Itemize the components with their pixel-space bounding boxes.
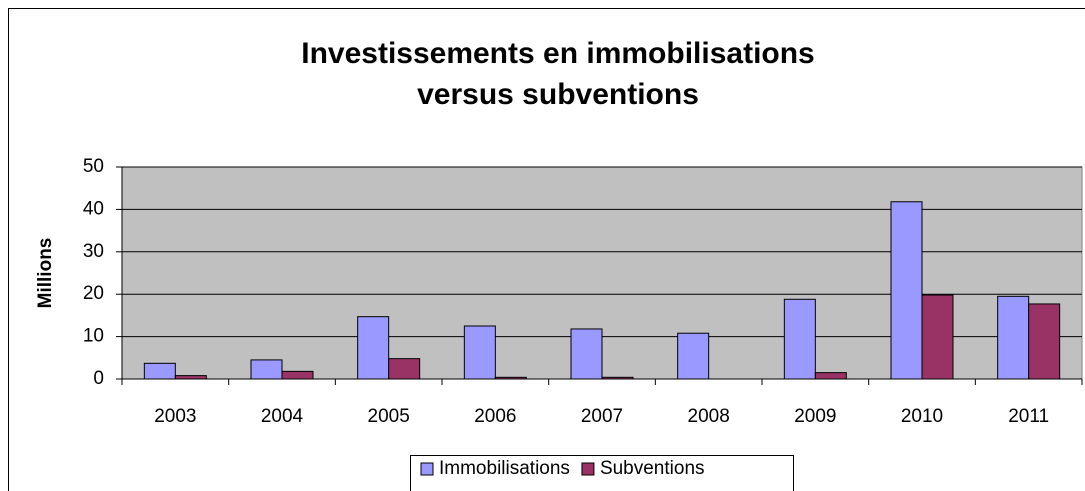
bar xyxy=(463,325,496,380)
x-tick-label: 2004 xyxy=(261,406,304,427)
x-tick-label: 2006 xyxy=(474,406,516,427)
bar xyxy=(143,362,176,380)
legend-box xyxy=(410,455,794,491)
x-tick-label: 2008 xyxy=(688,406,730,427)
bar xyxy=(997,295,1030,380)
y-tick-label: 50 xyxy=(83,156,104,177)
y-tick-label: 20 xyxy=(83,283,104,304)
y-axis-label: Millions xyxy=(35,238,56,309)
legend-swatch xyxy=(420,462,434,476)
x-tick-label: 2011 xyxy=(1008,406,1049,427)
chart-title: Investissements en immobilisations xyxy=(301,37,815,70)
bar xyxy=(677,332,710,380)
bar xyxy=(783,298,816,380)
y-tick-label: 10 xyxy=(83,326,104,347)
bar xyxy=(1028,303,1061,380)
y-tick-label: 40 xyxy=(83,198,104,219)
chart-title: versus subventions xyxy=(417,78,699,111)
bar xyxy=(250,359,283,380)
bar xyxy=(570,328,603,380)
bar xyxy=(281,370,314,380)
y-tick-label: 0 xyxy=(93,368,104,389)
bar xyxy=(174,375,207,380)
bar xyxy=(921,294,954,380)
bar xyxy=(357,316,390,380)
bar xyxy=(814,372,847,380)
x-tick-label: 2005 xyxy=(368,406,410,427)
x-tick-label: 2009 xyxy=(794,406,836,427)
bar xyxy=(388,358,421,380)
x-tick-label: 2010 xyxy=(901,406,943,427)
legend-label: Immobilisations xyxy=(439,458,570,479)
x-tick-label: 2007 xyxy=(581,406,623,427)
y-tick-label: 30 xyxy=(83,241,104,262)
legend-swatch xyxy=(581,462,595,476)
legend-label: Subventions xyxy=(600,458,705,479)
x-tick-label: 2003 xyxy=(154,406,196,427)
bar xyxy=(890,201,923,380)
